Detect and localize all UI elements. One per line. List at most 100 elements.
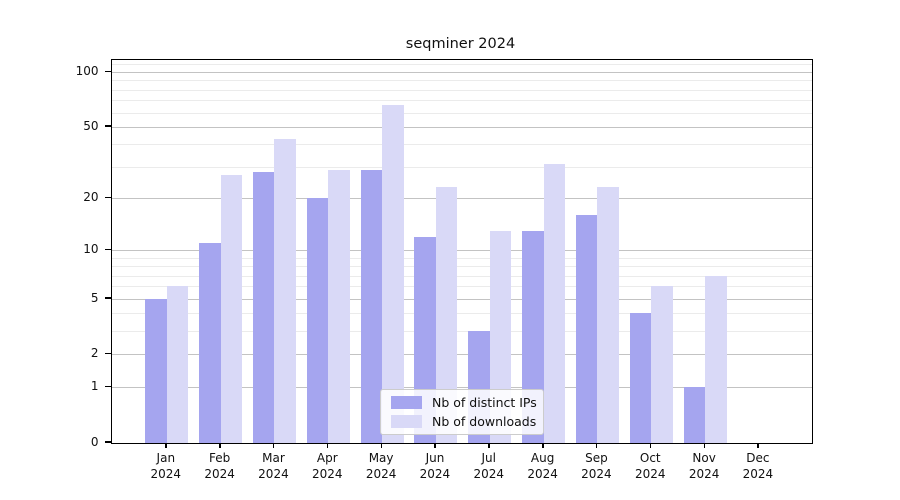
x-axis-tick-label-year: 2024: [581, 467, 612, 481]
y-axis-tick-label: 50: [83, 118, 99, 133]
x-tick-mark: [595, 443, 598, 448]
y-tick-mark: [104, 125, 111, 127]
bar-downloads: [705, 275, 727, 443]
y-tick-mark: [104, 297, 111, 299]
bar-downloads: [651, 286, 673, 443]
x-axis-tick-label-year: 2024: [634, 467, 666, 481]
bar-downloads: [382, 104, 404, 443]
x-axis-tick-label-year: 2024: [419, 467, 451, 481]
x-axis-tick-label-month: Feb: [209, 451, 231, 465]
gridline-minor: [111, 112, 812, 114]
chart-title: seqminer 2024: [405, 36, 516, 52]
gridline-minor: [111, 313, 812, 315]
y-tick-mark: [104, 385, 111, 388]
y-axis-tick-label: 2: [90, 346, 99, 361]
bar-downloads: [328, 169, 350, 443]
x-tick-mark: [219, 443, 221, 448]
y-axis-tick-label: 10: [83, 242, 99, 257]
y-tick-mark: [104, 352, 111, 355]
x-axis-tick-label-month: Nov: [692, 451, 716, 465]
bar-downloads: [274, 138, 296, 443]
gridline-major: [111, 298, 812, 300]
x-axis-tick-label-year: 2024: [688, 467, 720, 481]
bar-distinct-ips: [199, 243, 221, 443]
y-tick-mark: [104, 196, 111, 199]
bar-distinct-ips: [145, 298, 167, 443]
bar-downloads: [597, 187, 619, 443]
x-tick-mark: [757, 443, 759, 448]
y-axis-tick-label: 5: [90, 290, 99, 305]
x-tick-mark: [703, 443, 706, 448]
legend-entry-distinct-ips: Nb of distinct IPs: [391, 395, 543, 410]
x-axis-tick-label-month: Dec: [746, 451, 770, 465]
gridline-minor: [111, 275, 812, 277]
plot-area: [110, 58, 813, 444]
legend-swatch-downloads-icon: [391, 415, 422, 428]
bar-distinct-ips: [252, 172, 275, 443]
gridline-minor: [111, 100, 812, 102]
y-axis-tick-label: 0: [90, 434, 99, 449]
bar-distinct-ips: [629, 313, 652, 443]
x-axis-tick-label-month: May: [368, 451, 394, 465]
legend-swatch-distinct-ips-icon: [391, 396, 422, 409]
y-axis-tick-label: 100: [75, 64, 99, 78]
y-tick-mark: [104, 70, 111, 72]
gridline-major: [111, 198, 812, 200]
gridline-major: [111, 354, 812, 356]
x-axis-tick-label-month: Apr: [316, 451, 338, 465]
x-axis-tick-label-year: 2024: [312, 467, 343, 481]
gridline-minor: [111, 166, 812, 168]
gridline-minor: [111, 64, 812, 66]
x-axis-tick-label-year: 2024: [473, 467, 505, 481]
x-axis-tick-label-year: 2024: [742, 467, 774, 481]
y-axis-tick-label: 20: [83, 190, 99, 205]
gridline-minor: [111, 80, 812, 82]
legend-label-downloads: Nb of downloads: [432, 414, 537, 429]
gridline-minor: [111, 286, 812, 288]
gridline-major: [111, 250, 812, 252]
bar-distinct-ips: [360, 169, 383, 443]
x-tick-mark: [542, 443, 544, 448]
x-axis-tick-label-month: Mar: [262, 451, 285, 465]
x-tick-mark: [434, 443, 436, 448]
gridline-minor: [111, 89, 812, 91]
x-axis-tick-label-month: Oct: [639, 451, 661, 465]
gridline-major: [111, 387, 812, 389]
x-axis-tick-label-year: 2024: [150, 467, 182, 481]
x-tick-mark: [272, 443, 275, 448]
x-tick-mark: [649, 443, 652, 448]
bar-downloads: [166, 286, 189, 443]
bar-distinct-ips: [683, 387, 706, 443]
x-tick-mark: [488, 443, 490, 448]
gridline-major: [111, 126, 812, 128]
y-axis-tick-label: 1: [90, 379, 99, 394]
x-axis-tick-label-month: Jul: [481, 451, 496, 465]
gridline-minor: [111, 144, 812, 146]
x-tick-mark: [326, 443, 329, 448]
x-tick-mark: [165, 443, 167, 448]
x-axis-tick-label-month: Jan: [156, 451, 176, 465]
legend-entry-downloads: Nb of downloads: [391, 414, 543, 429]
bar-downloads: [220, 175, 243, 443]
x-axis-tick-label-month: Aug: [530, 451, 555, 465]
gridline-minor: [111, 331, 812, 333]
x-axis-tick-label-month: Sep: [585, 451, 608, 465]
bar-downloads: [435, 187, 458, 443]
gridline-minor: [111, 266, 812, 268]
x-axis-tick-label-year: 2024: [258, 467, 289, 481]
gridline-minor: [111, 257, 812, 259]
gridline-major: [111, 72, 812, 73]
legend-label-distinct-ips: Nb of distinct IPs: [432, 395, 537, 410]
bar-distinct-ips: [306, 198, 329, 443]
y-tick-mark: [104, 441, 111, 443]
bar-downloads: [543, 164, 566, 443]
x-axis-tick-label-year: 2024: [204, 467, 235, 481]
x-axis-tick-label-month: Jun: [425, 451, 445, 465]
y-tick-mark: [104, 248, 111, 251]
x-axis-tick-label-year: 2024: [365, 467, 397, 481]
bar-distinct-ips: [575, 215, 598, 443]
x-axis-tick-label-year: 2024: [527, 467, 558, 481]
x-tick-mark: [380, 443, 383, 448]
legend: Nb of distinct IPs Nb of downloads: [380, 389, 544, 435]
